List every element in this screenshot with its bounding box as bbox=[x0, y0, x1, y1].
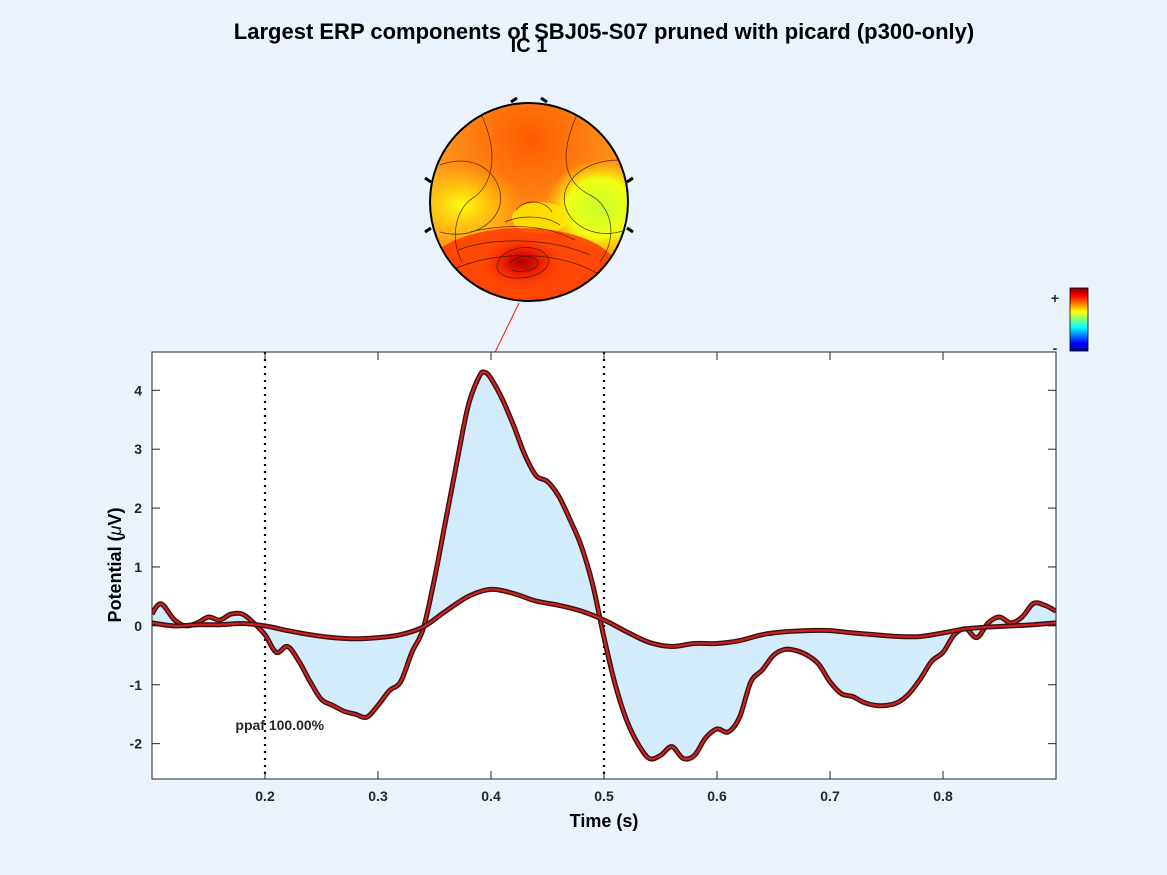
colorbar-plus: + bbox=[1051, 290, 1059, 306]
series-0-line bbox=[152, 370, 1056, 761]
axis-ticks: 0.2 0.3 0.4 0.5 0.6 0.7 0.8 -2 -1 0 1 2 3 4 bbox=[130, 352, 1056, 804]
y-tick-label-2: 0 bbox=[134, 618, 142, 634]
x-tick-label-0: 0.2 bbox=[255, 788, 275, 804]
y-axis-label-suffix: V) bbox=[105, 508, 125, 526]
x-tick-label-2: 0.4 bbox=[481, 788, 501, 804]
x-tick-label-3: 0.5 bbox=[594, 788, 614, 804]
head-outline-marks bbox=[424, 96, 634, 234]
y-tick-label-5: 3 bbox=[134, 441, 142, 457]
colorbar-minus: - bbox=[1053, 340, 1058, 356]
x-tick-label-5: 0.7 bbox=[820, 788, 840, 804]
x-tick-label-1: 0.3 bbox=[368, 788, 388, 804]
plot-content bbox=[152, 352, 1056, 779]
difference-fill bbox=[152, 372, 1056, 759]
colorbar-gradient bbox=[1069, 287, 1089, 352]
y-tick-label-0: -2 bbox=[130, 736, 143, 752]
y-axis-label: Potential (μV) bbox=[105, 508, 125, 623]
colorbar: + - bbox=[1051, 287, 1089, 356]
topomap-scalp bbox=[430, 103, 628, 301]
y-axis-label-prefix: Potential ( bbox=[105, 535, 125, 622]
topomap: IC 1 bbox=[424, 35, 634, 370]
head-outline bbox=[429, 102, 629, 302]
topomap-contours bbox=[439, 107, 626, 279]
y-axis-label-symbol: μ bbox=[105, 525, 125, 536]
chart-title: Largest ERP components of SBJ05-S07 prun… bbox=[234, 19, 974, 44]
y-tick-label-6: 4 bbox=[134, 382, 142, 398]
series-1-line bbox=[152, 588, 1056, 648]
y-tick-label-1: -1 bbox=[130, 677, 143, 693]
x-axis-label: Time (s) bbox=[570, 811, 639, 831]
topomap-label: IC 1 bbox=[511, 35, 548, 57]
x-tick-label-4: 0.6 bbox=[707, 788, 727, 804]
y-tick-label-3: 1 bbox=[134, 559, 142, 575]
y-tick-label-4: 2 bbox=[134, 500, 142, 516]
x-tick-label-6: 0.8 bbox=[933, 788, 953, 804]
annotation-ppaf: ppaf 100.00% bbox=[235, 717, 324, 733]
